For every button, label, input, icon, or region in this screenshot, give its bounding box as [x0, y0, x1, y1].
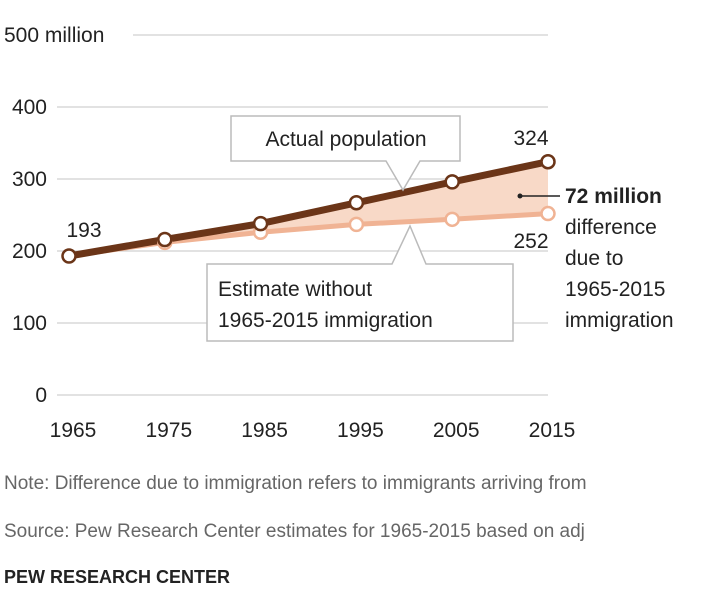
point-estimate-2005 — [444, 211, 460, 228]
difference-line-2: due to — [565, 247, 623, 270]
y-tick-label: 300 — [12, 168, 47, 191]
point-actual-2015 — [540, 153, 556, 170]
callout-estimate-line2: 1965-2015 immigration — [218, 309, 433, 332]
callout-estimate-box — [206, 224, 514, 342]
x-tick-label: 1985 — [241, 419, 288, 442]
difference-leader-dot — [517, 193, 523, 199]
difference-line-4: immigration — [565, 309, 674, 332]
callout-actual: Actual population — [230, 115, 461, 192]
x-tick-label: 1995 — [337, 419, 384, 442]
y-tick-label: 100 — [12, 312, 47, 335]
x-tick-label: 1965 — [50, 419, 97, 442]
y-tick-label: 200 — [12, 240, 47, 263]
point-actual-2005 — [444, 174, 460, 190]
difference-line-1: difference — [565, 216, 657, 239]
x-tick-label: 2015 — [529, 419, 576, 442]
callout-estimate-line1: Estimate without — [218, 278, 372, 301]
data-points — [61, 153, 556, 264]
point-estimate-1995 — [348, 216, 365, 233]
y-tick-label: 400 — [12, 96, 47, 119]
data-label-start: 193 — [66, 219, 101, 242]
x-tick-label: 1975 — [145, 419, 192, 442]
y-tick-label: 0 — [35, 384, 47, 407]
difference-value: 72 million — [565, 185, 662, 208]
point-actual-1965 — [61, 248, 77, 264]
series-line-actual — [68, 158, 549, 260]
callout-actual-box — [230, 115, 461, 192]
population-line-chart: 0 100 200 300 400 500 million 1965 1975 1985 199… — [4, 24, 674, 442]
difference-annotation: 72 million difference due to 1965-2015 i… — [517, 185, 674, 332]
x-tick-label: 2005 — [433, 419, 480, 442]
y-tick-label: 500 million — [4, 24, 104, 47]
point-actual-1995 — [348, 195, 365, 211]
data-label-end-estimate: 252 — [513, 230, 548, 253]
x-axis-ticks: 1965 1975 1985 1995 2005 2015 — [50, 419, 576, 442]
difference-line-3: 1965-2015 — [565, 278, 665, 301]
publisher-credit: PEW RESEARCH CENTER — [4, 567, 231, 587]
point-actual-1985 — [252, 215, 269, 232]
data-label-end-actual: 324 — [513, 127, 548, 150]
point-estimate-2015 — [540, 205, 556, 222]
callout-actual-text: Actual population — [265, 128, 426, 151]
callout-estimate: Estimate without 1965-2015 immigration — [206, 224, 514, 342]
chart-source: Source: Pew Research Center estimates fo… — [4, 521, 585, 542]
point-actual-1975 — [157, 231, 173, 248]
difference-band — [69, 161, 548, 256]
y-axis-ticks: 0 100 200 300 400 500 million — [4, 24, 104, 407]
grid-lines — [57, 34, 548, 396]
chart-note: Note: Difference due to immigration refe… — [4, 473, 587, 494]
